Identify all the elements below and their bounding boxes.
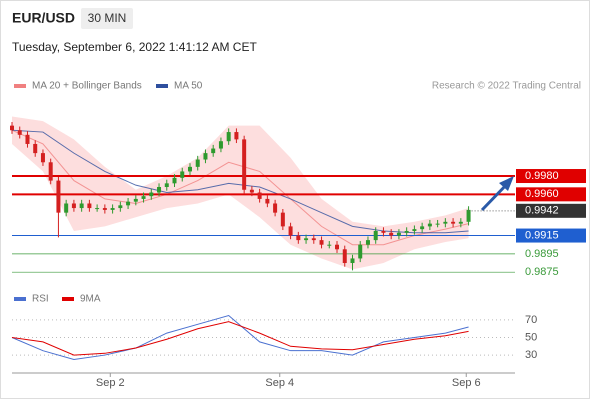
candle-body xyxy=(381,230,386,233)
indicator-line xyxy=(11,314,469,360)
credit: Research © 2022 Trading Central xyxy=(432,81,581,92)
candle-body xyxy=(17,130,22,135)
bollinger-band xyxy=(12,116,469,270)
candle-body xyxy=(396,232,401,236)
candle-body xyxy=(335,244,340,250)
y-tick-label: 70 xyxy=(525,314,537,326)
candle-body xyxy=(56,180,61,213)
arrow xyxy=(480,176,514,212)
candle-body xyxy=(296,235,301,241)
candle-body xyxy=(342,249,347,264)
candle-body xyxy=(203,153,208,160)
candle-body xyxy=(218,141,223,149)
candle-body xyxy=(319,240,324,245)
legend-label: MA 20 + Bollinger Bands xyxy=(32,81,142,92)
candle-body xyxy=(373,230,378,241)
interval-box xyxy=(81,8,133,29)
y-tick-label: 30 xyxy=(525,349,537,361)
candle-body xyxy=(141,196,146,199)
x-tick-label: Sep 2 xyxy=(96,377,125,389)
candle-body xyxy=(95,208,100,210)
candle-body xyxy=(327,244,332,246)
candle-body xyxy=(350,258,355,264)
indicator-line xyxy=(11,321,469,356)
candle-body xyxy=(172,177,177,184)
candle-body xyxy=(288,226,293,236)
candle-body xyxy=(149,192,154,197)
candle-body xyxy=(365,240,370,245)
candle-body xyxy=(110,208,115,210)
legend-swatch xyxy=(14,84,26,88)
candle-body xyxy=(280,212,285,227)
candle-body xyxy=(265,198,270,204)
timestamp: Tuesday, September 6, 2022 1:41:12 AM CE… xyxy=(12,40,257,54)
level-label: 0.9915 xyxy=(525,229,559,241)
legend-swatch xyxy=(14,297,26,301)
candle-body xyxy=(33,143,38,154)
level-label: 0.9875 xyxy=(525,266,559,278)
candle-body xyxy=(435,223,440,225)
candle-body xyxy=(133,198,138,202)
candle-body xyxy=(64,203,69,213)
legend-label: MA 50 xyxy=(174,81,203,92)
level-label: 0.9980 xyxy=(525,170,559,182)
legend-swatch xyxy=(62,297,74,301)
level-box xyxy=(516,169,586,184)
candle-body xyxy=(79,203,84,209)
candle-body xyxy=(389,232,394,236)
candle-body xyxy=(451,221,456,224)
candle-body xyxy=(420,226,425,230)
candle-body xyxy=(71,203,76,209)
level-box xyxy=(516,228,586,243)
last-price-box xyxy=(516,203,586,218)
last-price-label: 0.9942 xyxy=(525,205,559,217)
candle-body xyxy=(25,134,30,144)
title: EUR/USD xyxy=(12,10,75,26)
candle-body xyxy=(443,221,448,224)
candle-body xyxy=(242,139,247,190)
candle-body xyxy=(311,238,316,241)
level-label: 0.9960 xyxy=(525,188,559,200)
candle-body xyxy=(249,189,254,193)
candle-body xyxy=(102,208,107,210)
legend-label: RSI xyxy=(32,294,49,305)
candle-body xyxy=(458,221,463,224)
candle-body xyxy=(48,162,53,181)
candle-body xyxy=(157,187,162,193)
candle-body xyxy=(304,238,309,241)
candle-body xyxy=(427,223,432,227)
y-tick-label: 50 xyxy=(525,331,537,343)
candle-body xyxy=(87,203,92,209)
candle-body xyxy=(126,201,131,206)
candle-body xyxy=(234,132,239,140)
candle-body xyxy=(358,244,363,259)
candle-body xyxy=(273,203,278,213)
candle-body xyxy=(412,229,417,231)
candle-body xyxy=(187,166,192,172)
candle-body xyxy=(466,209,471,222)
candle-body xyxy=(404,230,409,233)
candle-body xyxy=(211,148,216,154)
candle-body xyxy=(40,153,45,163)
candle-body xyxy=(226,132,231,142)
candle-body xyxy=(257,192,262,199)
legend-label: 9MA xyxy=(80,294,101,305)
candle-body xyxy=(118,205,123,209)
candle-body xyxy=(10,125,14,131)
level-label: 0.9895 xyxy=(525,248,559,260)
interval: 30 MIN xyxy=(88,11,127,25)
x-tick-label: Sep 4 xyxy=(265,377,294,389)
x-tick-label: Sep 6 xyxy=(452,377,481,389)
legend-swatch xyxy=(156,84,168,88)
level-box xyxy=(516,187,586,202)
candle-body xyxy=(195,159,200,167)
candle-body xyxy=(164,183,169,188)
candle-body xyxy=(180,171,185,178)
